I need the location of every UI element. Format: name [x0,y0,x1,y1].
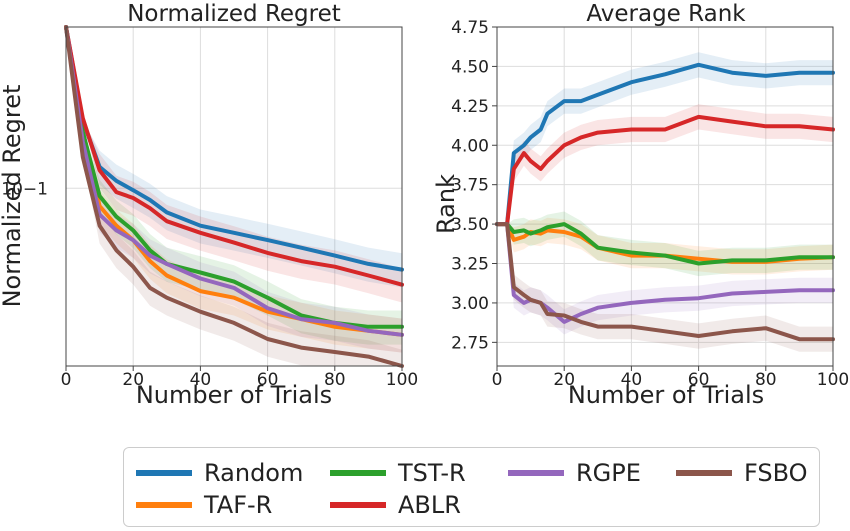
right-x-tick-label: 60 [688,370,710,390]
right-series-random [495,62,835,227]
right-plot-frame [496,26,834,367]
left-confidence-bands [66,27,402,366]
legend-swatch-random [136,470,192,476]
legend: Random TST-R RGPE FSBO TAF-R ABLR [123,447,820,527]
normalized-regret-plot: Normalized Regret Normalized Regret Numb… [0,1,418,409]
left-band-rgpe [66,27,402,353]
legend-label-tst-r: TST-R [398,459,466,487]
legend-item-taf-r: TAF-R [136,490,272,520]
left-x-tick-label: 40 [190,370,212,390]
legend-swatch-rgpe [508,470,564,476]
left-x-tick-label: 80 [324,370,346,390]
left-x-axis-label: Number of Trials [136,381,332,409]
legend-item-random: Random [136,458,303,488]
legend-item-ablr: ABLR [330,490,461,520]
right-y-tick-label: 2.75 [451,333,489,353]
right-band-tst-r [497,211,833,277]
legend-swatch-tst-r [330,470,386,476]
left-series-rgpe [64,25,404,337]
left-series-lines [64,25,404,368]
left-band-fsbo [66,27,402,366]
right-x-tick-label: 40 [621,370,643,390]
left-series-random [64,25,404,272]
right-series-tst-r [495,222,835,266]
right-y-tick-label: 4.25 [451,97,489,117]
right-series-lines [495,62,835,342]
legend-item-tst-r: TST-R [330,458,466,488]
right-y-tick-label: 4.75 [451,18,489,38]
legend-label-rgpe: RGPE [576,459,641,487]
left-band-random [66,27,402,288]
right-band-rgpe [497,224,833,335]
right-x-tick-label: 0 [492,370,503,390]
left-series-fsbo [64,25,404,368]
legend-label-ablr: ABLR [398,491,461,519]
right-y-tick-label: 3.50 [451,215,489,235]
right-y-tick-label: 3.75 [451,176,489,196]
right-y-tick-label: 4.00 [451,136,489,156]
right-band-random [497,52,833,225]
left-series-taf-r [64,25,404,337]
left-band-taf-r [66,27,402,353]
right-x-tick-label: 80 [755,370,777,390]
right-y-axis-label: Rank [432,174,460,234]
left-chart-title: Normalized Regret [127,1,341,27]
right-series-ablr [495,114,835,227]
right-y-tick-label: 3.25 [451,255,489,275]
right-band-ablr [497,104,833,225]
legend-label-taf-r: TAF-R [204,491,273,519]
left-x-tick-label: 0 [61,370,72,390]
right-chart-title: Average Rank [586,1,746,27]
right-x-ticks: 0 20 40 60 80 100 [492,366,849,390]
legend-swatch-fsbo [676,470,732,476]
legend-item-fsbo: FSBO [676,458,808,488]
left-band-tst-r [66,27,402,345]
right-y-ticks: 2.75 3.00 3.25 3.50 3.75 4.00 4.25 4.50 4.75 [451,18,497,353]
right-x-tick-label: 100 [817,370,849,390]
legend-item-rgpe: RGPE [508,458,641,488]
legend-swatch-taf-r [136,502,192,508]
left-x-tick-label: 20 [122,370,144,390]
right-series-rgpe [495,222,835,324]
right-series-fsbo [495,222,835,342]
legend-label-fsbo: FSBO [744,459,808,487]
left-y-axis-label: Normalized Regret [0,85,26,308]
right-y-tick-label: 4.50 [451,57,489,77]
right-x-axis-label: Number of Trials [568,381,764,409]
left-series-ablr [64,25,404,287]
left-x-tick-label: 60 [257,370,279,390]
left-x-ticks: 0 20 40 60 80 100 [61,366,418,390]
left-y-tick-label: 10−1 [1,179,48,199]
legend-label-random: Random [204,459,304,487]
legend-swatch-ablr [330,502,386,508]
average-rank-plot: Average Rank Rank Number of Trials 2.75 3… [432,1,849,409]
right-x-tick-label: 20 [553,370,575,390]
right-y-tick-label: 3.00 [451,294,489,314]
left-plot-frame [65,26,403,367]
left-x-tick-label: 100 [386,370,418,390]
